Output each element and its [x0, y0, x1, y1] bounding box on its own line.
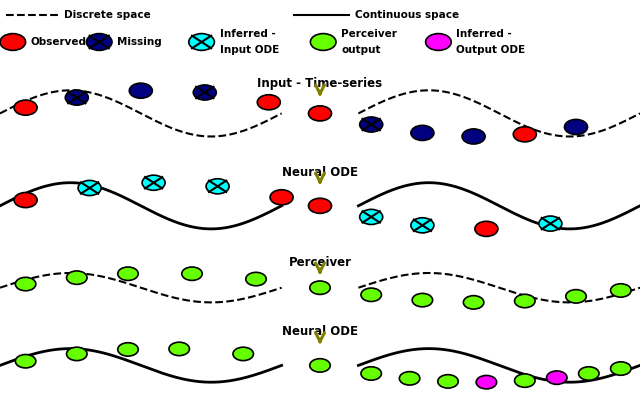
- Circle shape: [270, 190, 293, 205]
- Circle shape: [15, 354, 36, 368]
- Circle shape: [257, 95, 280, 110]
- Circle shape: [513, 127, 536, 142]
- Circle shape: [78, 181, 101, 196]
- Text: Neural ODE: Neural ODE: [282, 326, 358, 338]
- Circle shape: [579, 367, 599, 380]
- Circle shape: [462, 129, 485, 144]
- Text: Input ODE: Input ODE: [220, 45, 279, 55]
- Circle shape: [246, 272, 266, 286]
- Text: Output ODE: Output ODE: [456, 45, 525, 55]
- Text: output: output: [341, 45, 381, 55]
- Circle shape: [476, 375, 497, 389]
- Circle shape: [463, 296, 484, 309]
- Circle shape: [0, 34, 26, 50]
- Circle shape: [118, 267, 138, 281]
- Circle shape: [438, 375, 458, 388]
- Circle shape: [360, 209, 383, 224]
- Text: Discrete space: Discrete space: [64, 10, 151, 20]
- Circle shape: [193, 85, 216, 100]
- Circle shape: [14, 192, 37, 207]
- Circle shape: [14, 100, 37, 115]
- Circle shape: [426, 34, 451, 50]
- Circle shape: [360, 117, 383, 132]
- Circle shape: [411, 125, 434, 140]
- Text: Inferred -: Inferred -: [456, 29, 512, 39]
- Circle shape: [566, 290, 586, 303]
- Circle shape: [233, 347, 253, 361]
- Circle shape: [515, 294, 535, 308]
- Circle shape: [475, 221, 498, 236]
- Circle shape: [611, 284, 631, 297]
- Text: Neural ODE: Neural ODE: [282, 166, 358, 178]
- Circle shape: [310, 34, 336, 50]
- Text: Perceiver: Perceiver: [289, 256, 351, 269]
- Circle shape: [611, 362, 631, 375]
- Circle shape: [206, 179, 229, 194]
- Circle shape: [310, 359, 330, 372]
- Circle shape: [361, 288, 381, 302]
- Text: Perceiver: Perceiver: [341, 29, 397, 39]
- Circle shape: [539, 216, 562, 231]
- Circle shape: [86, 34, 112, 50]
- Circle shape: [169, 342, 189, 356]
- Circle shape: [310, 281, 330, 294]
- Text: Inferred -: Inferred -: [220, 29, 275, 39]
- Circle shape: [142, 175, 165, 190]
- Circle shape: [399, 372, 420, 385]
- Circle shape: [118, 343, 138, 356]
- Circle shape: [361, 367, 381, 380]
- Circle shape: [411, 218, 434, 233]
- Circle shape: [182, 267, 202, 281]
- Circle shape: [308, 198, 332, 213]
- Text: Missing: Missing: [117, 37, 162, 47]
- Text: Observed: Observed: [31, 37, 87, 47]
- Circle shape: [129, 83, 152, 98]
- Circle shape: [67, 271, 87, 284]
- Circle shape: [515, 374, 535, 387]
- Circle shape: [189, 34, 214, 50]
- Circle shape: [547, 371, 567, 384]
- Circle shape: [308, 106, 332, 121]
- Text: Continuous space: Continuous space: [355, 10, 460, 20]
- Circle shape: [67, 347, 87, 361]
- Circle shape: [15, 277, 36, 291]
- Circle shape: [412, 294, 433, 307]
- Circle shape: [564, 119, 588, 134]
- Circle shape: [65, 90, 88, 105]
- Text: Input - Time-series: Input - Time-series: [257, 78, 383, 90]
